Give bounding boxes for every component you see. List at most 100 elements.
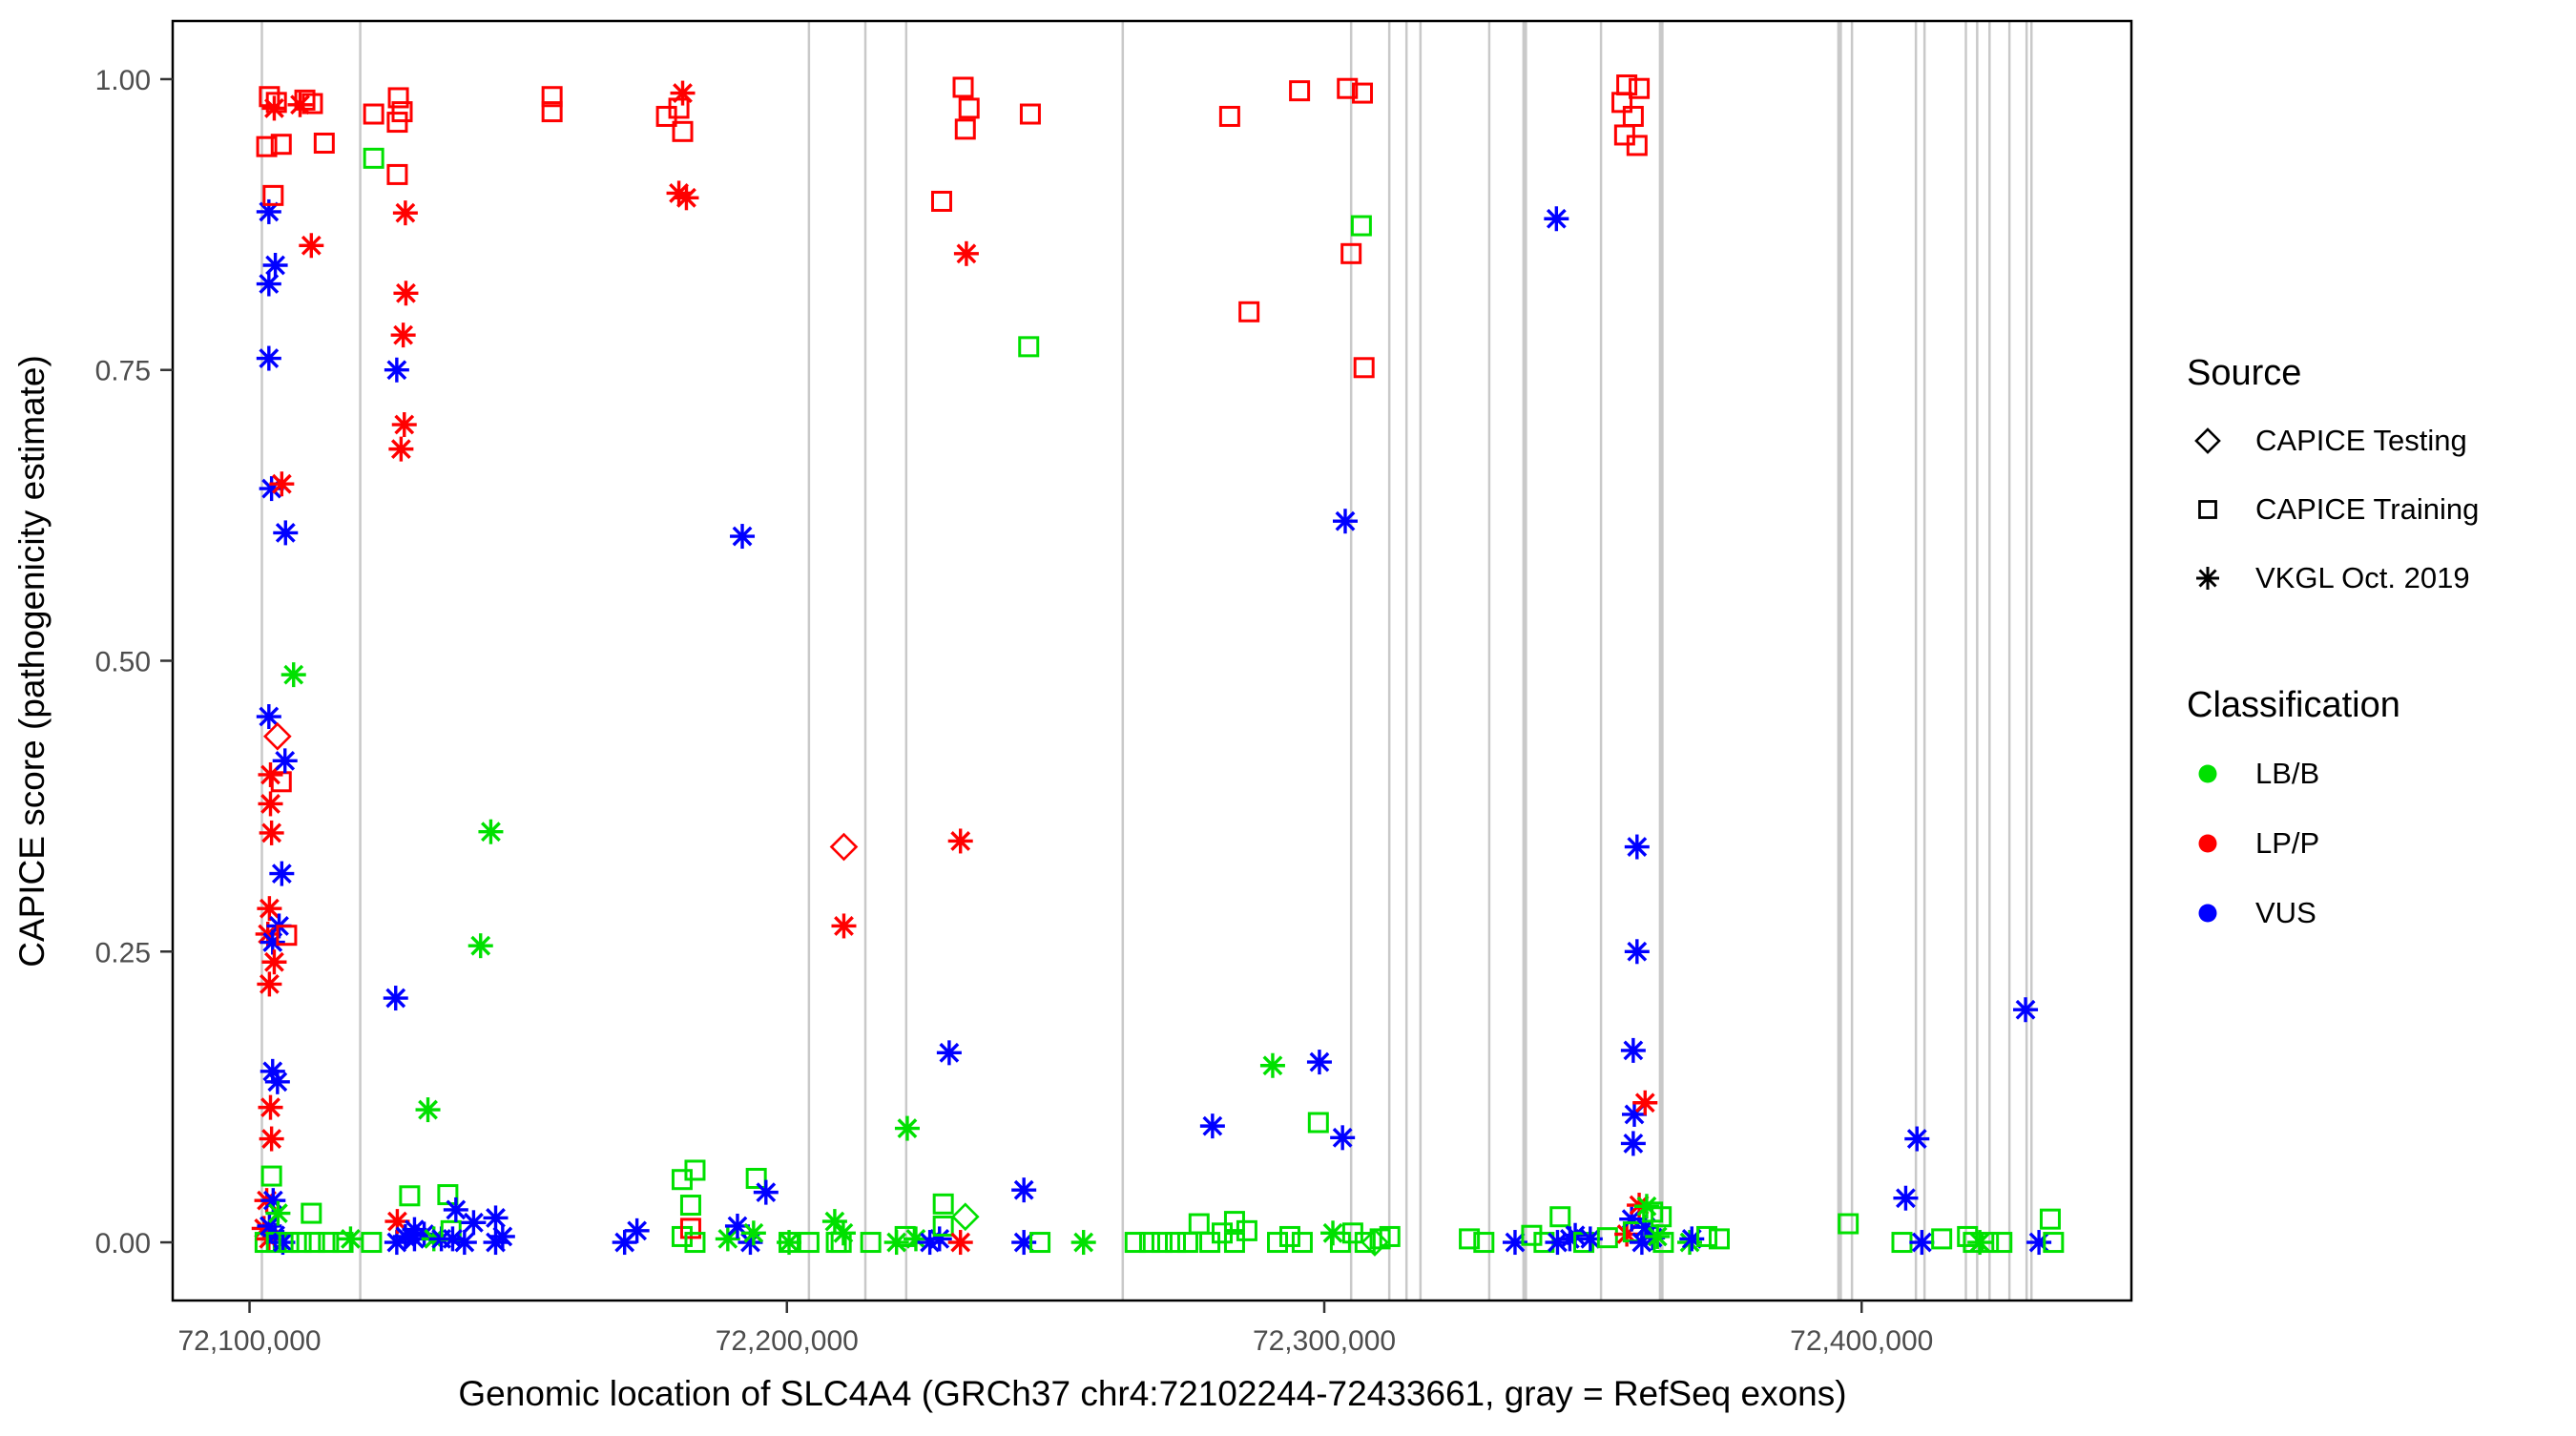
data-point [1306,1050,1332,1075]
data-point [1267,1232,1289,1254]
data-point [386,163,408,185]
data-point [415,1097,441,1123]
data-point [318,1232,340,1254]
data-point [1459,1228,1481,1250]
data-point [679,1195,701,1217]
data-point [831,913,857,939]
legend-item-label: LP/P [2255,825,2320,860]
data-point [262,184,284,206]
y-axis-title: CAPICE score (pathogenicity estimate) [12,355,52,968]
legend-item-lbb: LB/B [2187,739,2568,808]
data-point [467,933,493,959]
data-point [1332,509,1358,534]
data-point [313,133,335,155]
data-point [264,1069,290,1094]
data-point [1957,1225,1979,1247]
data-point [256,198,281,224]
data-point [1632,1090,1658,1115]
y-tick-label: 0.50 [95,647,151,678]
data-point [301,93,323,114]
data-point [1991,1232,2013,1254]
data-point [670,80,696,106]
data-point [1340,242,1362,264]
data-point [391,412,417,438]
data-point [798,1232,820,1254]
data-point [262,721,292,751]
data-point [483,1205,509,1231]
data-point [363,103,384,125]
data-point [1278,1225,1300,1247]
data-point [740,1220,766,1246]
data-point [1011,1177,1037,1203]
data-point [262,253,288,279]
data-point [301,1202,322,1224]
x-tick-label: 72,200,000 [716,1325,859,1357]
data-point [272,748,298,774]
data-point [1611,92,1633,114]
data-point [684,1159,706,1181]
data-point [1931,1228,1953,1250]
data-point [926,1226,952,1252]
data-point [1019,103,1041,125]
source-legend: Source CAPICE Testing CAPICE Training [2187,340,2568,613]
data-point [1259,1052,1285,1078]
data-point [1620,1037,1646,1063]
data-point [387,87,409,109]
data-point [1350,215,1372,237]
legend-item-label: LB/B [2255,756,2320,790]
data-point [612,1230,637,1256]
data-point [270,771,292,793]
data-point [541,101,563,123]
red-dot-icon [2187,815,2255,872]
exon-lines [260,21,2033,1301]
data-point [269,861,295,886]
legend-item-vkgl: VKGL Oct. 2019 [2187,544,2568,613]
data-point [443,1197,468,1222]
data-point [684,1232,706,1254]
data-point [1029,1232,1051,1254]
data-point [1223,1232,1245,1254]
data-point [287,92,313,117]
classification-legend-title: Classification [2187,684,2400,725]
legend-item-vus: VUS [2187,878,2568,947]
data-point [860,1232,882,1254]
data-point [947,1230,973,1256]
data-point [1353,357,1375,379]
x-tick-label: 72,300,000 [1253,1325,1396,1357]
data-point [278,1232,300,1254]
legend: Source CAPICE Testing CAPICE Training [2187,340,2568,947]
legend-item-lpp: LP/P [2187,808,2568,878]
data-point [903,1226,928,1252]
data-point [258,1094,283,1120]
data-point [399,1185,421,1207]
data-point [1616,74,1638,96]
data-point [953,240,979,266]
data-point [265,92,287,114]
data-point [1838,1213,1859,1235]
data-point [259,820,284,845]
x-tick-label: 72,100,000 [177,1325,321,1357]
data-point [679,1217,701,1239]
data-point [952,76,974,98]
classification-legend: Classification LB/B LP/P VUS [2187,672,2568,947]
data-point [624,1217,650,1243]
data-point [1652,1232,1674,1254]
data-point [779,1232,800,1254]
data-point [932,1193,954,1215]
data-point [261,95,287,121]
data-point [668,97,690,119]
data-point [2039,1208,2061,1230]
data-point [461,1210,487,1236]
data-point [361,1232,383,1254]
data-point [257,971,282,997]
data-point [260,1058,285,1084]
data-point [954,118,976,140]
data-point [1199,1113,1225,1139]
data-point [1218,105,1240,127]
data-point [1176,1232,1198,1254]
data-point [256,271,281,297]
data-point [259,1126,284,1152]
data-point [265,1200,291,1226]
data-point [280,662,306,688]
